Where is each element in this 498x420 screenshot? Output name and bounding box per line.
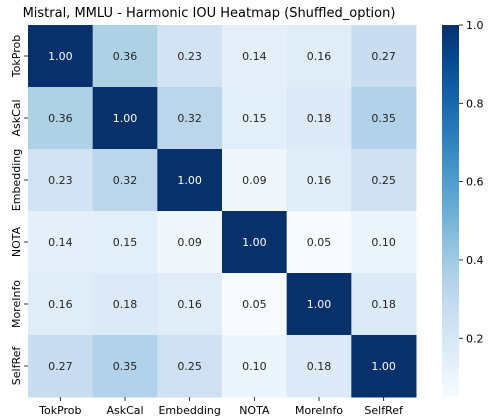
heatmap-cell-AskCal-AskCal bbox=[92, 87, 158, 150]
cell-value-label: 0.35 bbox=[371, 112, 396, 125]
heatmap-cell-TokProb-MoreInfo bbox=[286, 25, 352, 88]
heatmap-cell-MoreInfo-NOTA bbox=[222, 273, 288, 336]
heatmap-cell-NOTA-SelfRef bbox=[351, 211, 417, 274]
y-tick-label: NOTA bbox=[10, 226, 23, 257]
heatmap-cell-SelfRef-Embedding bbox=[157, 335, 223, 398]
cell-value-label: 1.00 bbox=[307, 298, 332, 311]
heatmap-cell-Embedding-Embedding bbox=[157, 149, 223, 212]
colorbar: 0.2 0.4 0.6 0.8 1.0 bbox=[442, 19, 484, 397]
cell-value-label: 1.00 bbox=[113, 112, 138, 125]
x-tick-label: NOTA bbox=[239, 404, 270, 417]
colorbar-gradient bbox=[442, 25, 459, 397]
cell-value-label: 0.16 bbox=[307, 174, 332, 187]
heatmap-cell-Embedding-SelfRef bbox=[351, 149, 417, 212]
cell-value-label: 0.35 bbox=[113, 360, 138, 373]
cell-value-label: 0.18 bbox=[307, 360, 332, 373]
y-tick-label: Embedding bbox=[10, 149, 23, 211]
cell-value-label: 0.10 bbox=[371, 236, 396, 249]
x-tick-label: MoreInfo bbox=[295, 404, 343, 417]
cell-value-label: 0.25 bbox=[177, 360, 202, 373]
cell-value-label: 0.14 bbox=[242, 50, 267, 63]
colorbar-tick-label: 0.4 bbox=[466, 254, 484, 267]
heatmap-cell-NOTA-Embedding bbox=[157, 211, 223, 274]
cell-value-label: 0.16 bbox=[177, 298, 202, 311]
x-tick-label: SelfRef bbox=[364, 404, 404, 417]
heatmap-cell-SelfRef-MoreInfo bbox=[286, 335, 352, 398]
cell-value-label: 0.18 bbox=[371, 298, 396, 311]
cell-value-label: 0.25 bbox=[371, 174, 396, 187]
cell-value-label: 0.23 bbox=[48, 174, 73, 187]
y-tick-label: TokProb bbox=[10, 35, 23, 78]
cell-value-label: 1.00 bbox=[371, 360, 396, 373]
y-tick-label: AskCal bbox=[10, 99, 23, 136]
heatmap-cell-AskCal-NOTA bbox=[222, 87, 288, 150]
x-tick-label: AskCal bbox=[106, 404, 143, 417]
y-tick-label: SelfRef bbox=[10, 346, 23, 386]
heatmap-cells bbox=[28, 25, 417, 398]
heatmap-cell-Embedding-AskCal bbox=[92, 149, 158, 212]
heatmap-cell-TokProb-AskCal bbox=[92, 25, 158, 88]
heatmap-cell-TokProb-NOTA bbox=[222, 25, 288, 88]
heatmap-cell-AskCal-Embedding bbox=[157, 87, 223, 150]
heatmap-cell-Embedding-MoreInfo bbox=[286, 149, 352, 212]
heatmap-cell-TokProb-TokProb bbox=[28, 25, 94, 88]
y-axis-ticks: TokProb AskCal Embedding NOTA MoreInfo SelfRe… bbox=[10, 35, 28, 385]
x-tick-label: TokProb bbox=[38, 404, 81, 417]
cell-value-label: 0.36 bbox=[48, 112, 73, 125]
colorbar-tick-label: 0.8 bbox=[466, 97, 484, 110]
cell-value-label: 1.00 bbox=[48, 50, 73, 63]
cell-value-label: 0.27 bbox=[48, 360, 73, 373]
heatmap-cell-SelfRef-TokProb bbox=[28, 335, 94, 398]
cell-value-label: 0.15 bbox=[242, 112, 267, 125]
cell-value-label: 0.16 bbox=[48, 298, 73, 311]
cell-value-label: 1.00 bbox=[242, 236, 267, 249]
chart-title: Mistral, MMLU - Harmonic IOU Heatmap (Sh… bbox=[23, 6, 396, 21]
heatmap-cell-labels: 1.00 0.36 0.23 0.14 0.16 0.27 0.36 1.00 0.32 0.15… bbox=[48, 50, 396, 373]
cell-value-label: 0.16 bbox=[307, 50, 332, 63]
x-tick-label: Embedding bbox=[158, 404, 220, 417]
heatmap-cell-NOTA-MoreInfo bbox=[286, 211, 352, 274]
cell-value-label: 0.10 bbox=[242, 360, 267, 373]
colorbar-tick-label: 0.2 bbox=[466, 332, 484, 345]
heatmap-cell-NOTA-NOTA bbox=[222, 211, 288, 274]
cell-value-label: 0.32 bbox=[177, 112, 202, 125]
heatmap-cell-MoreInfo-AskCal bbox=[92, 273, 158, 336]
heatmap-cell-MoreInfo-MoreInfo bbox=[286, 273, 352, 336]
heatmap-cell-SelfRef-SelfRef bbox=[351, 335, 417, 398]
heatmap-cell-TokProb-Embedding bbox=[157, 25, 223, 88]
cell-value-label: 0.36 bbox=[113, 50, 138, 63]
heatmap-cell-MoreInfo-SelfRef bbox=[351, 273, 417, 336]
colorbar-tick-label: 0.6 bbox=[466, 176, 484, 189]
heatmap-cell-AskCal-TokProb bbox=[28, 87, 94, 150]
cell-value-label: 1.00 bbox=[177, 174, 202, 187]
cell-value-label: 0.14 bbox=[48, 236, 73, 249]
heatmap-cell-AskCal-MoreInfo bbox=[286, 87, 352, 150]
heatmap-cell-Embedding-NOTA bbox=[222, 149, 288, 212]
heatmap-cell-NOTA-TokProb bbox=[28, 211, 94, 274]
cell-value-label: 0.15 bbox=[113, 236, 138, 249]
heatmap-cell-SelfRef-NOTA bbox=[222, 335, 288, 398]
cell-value-label: 0.09 bbox=[177, 236, 202, 249]
cell-value-label: 0.27 bbox=[371, 50, 396, 63]
cell-value-label: 0.18 bbox=[113, 298, 138, 311]
y-tick-label: MoreInfo bbox=[10, 280, 23, 328]
heatmap-cell-Embedding-TokProb bbox=[28, 149, 94, 212]
colorbar-tick-label: 1.0 bbox=[466, 19, 484, 32]
cell-value-label: 0.32 bbox=[113, 174, 138, 187]
heatmap-cell-SelfRef-AskCal bbox=[92, 335, 158, 398]
cell-value-label: 0.09 bbox=[242, 174, 267, 187]
cell-value-label: 0.05 bbox=[242, 298, 267, 311]
heatmap-cell-MoreInfo-TokProb bbox=[28, 273, 94, 336]
cell-value-label: 0.18 bbox=[307, 112, 332, 125]
cell-value-label: 0.23 bbox=[177, 50, 202, 63]
heatmap-cell-TokProb-SelfRef bbox=[351, 25, 417, 88]
heatmap-cell-MoreInfo-Embedding bbox=[157, 273, 223, 336]
heatmap-cell-AskCal-SelfRef bbox=[351, 87, 417, 150]
cell-value-label: 0.05 bbox=[307, 236, 332, 249]
heatmap-cell-NOTA-AskCal bbox=[92, 211, 158, 274]
x-axis-ticks: TokProb AskCal Embedding NOTA MoreInfo SelfRe… bbox=[38, 397, 404, 417]
